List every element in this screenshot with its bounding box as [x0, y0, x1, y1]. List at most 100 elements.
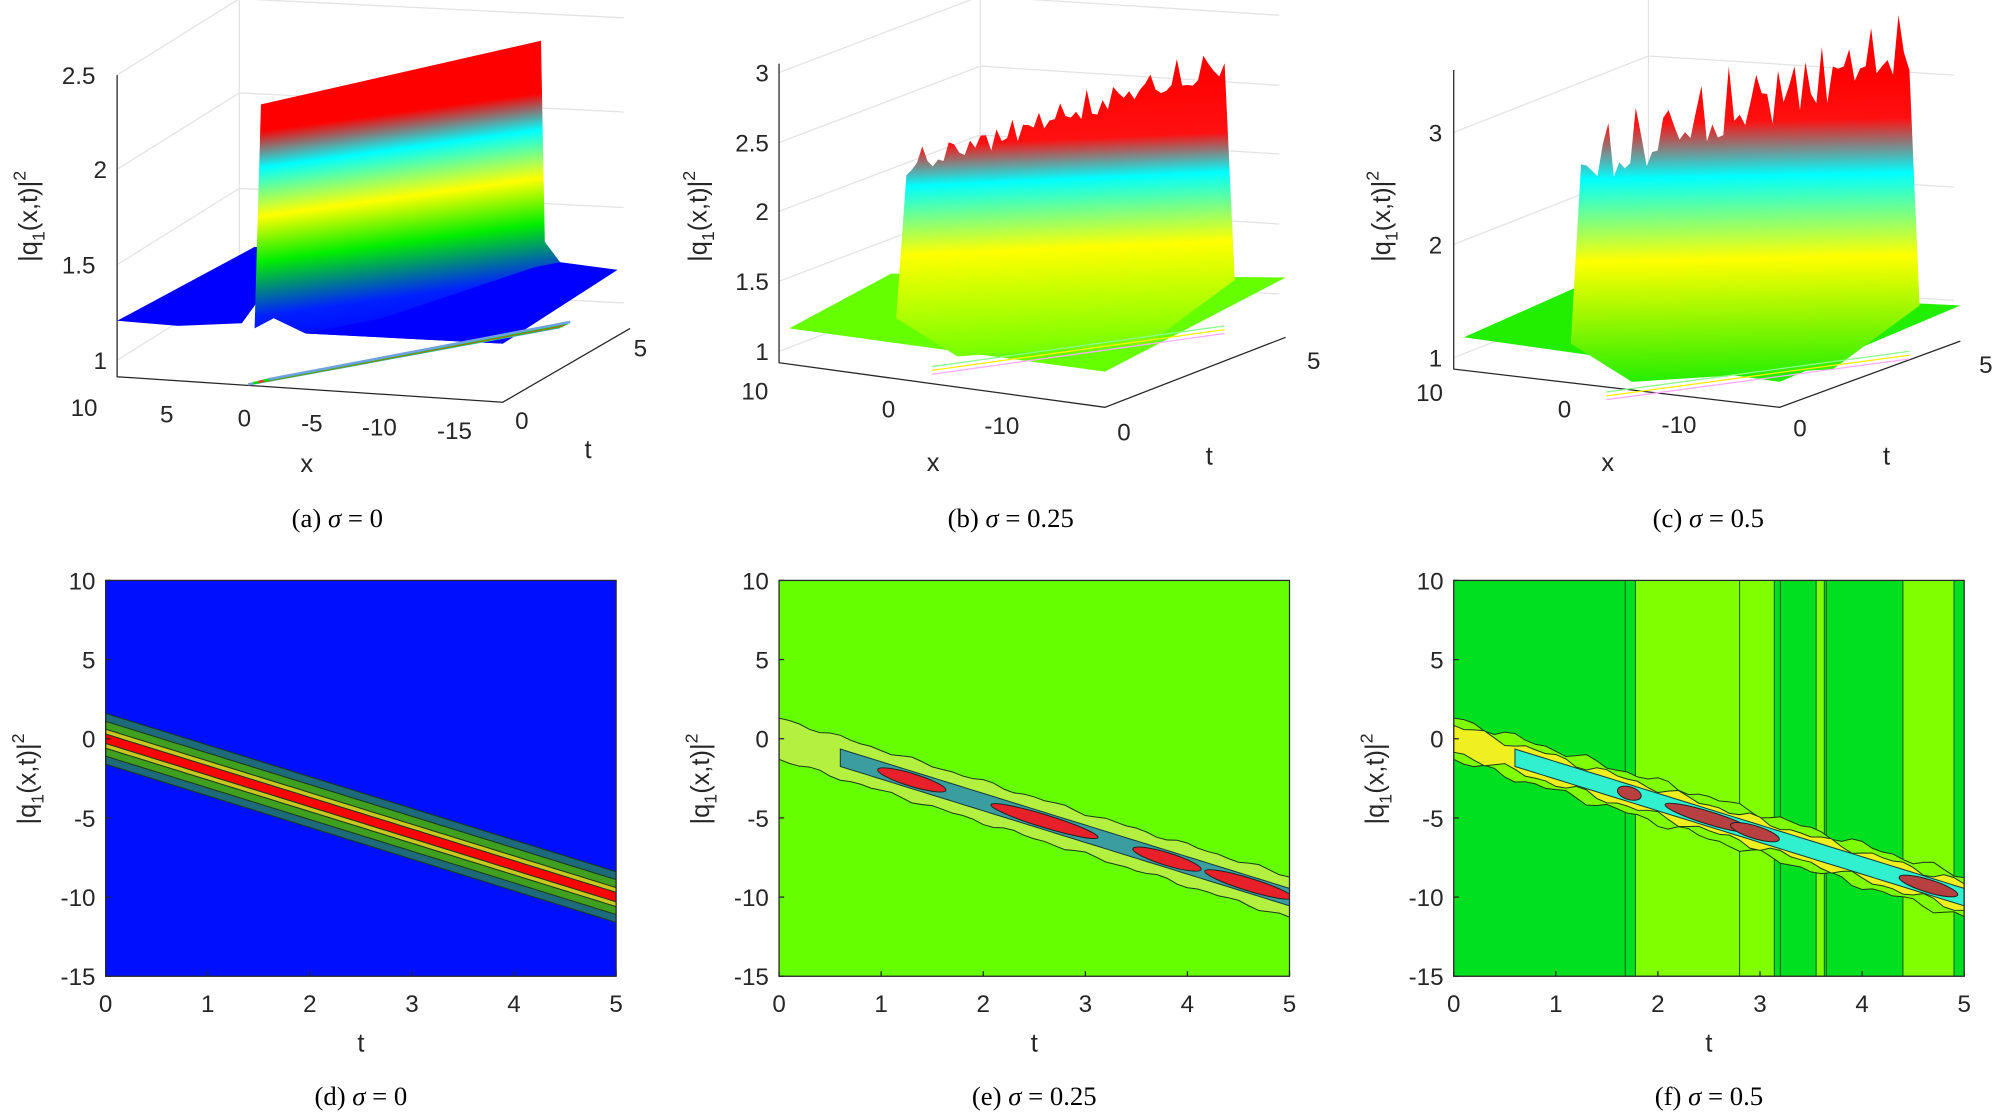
z-tick-label: 2	[755, 199, 768, 226]
x-tick-label: 3	[1753, 991, 1766, 1018]
y-axis-label: |q1(x,t)|2	[682, 733, 721, 824]
z-tick-label: 2	[1429, 232, 1442, 259]
z-axis-label-sup: 2	[9, 171, 29, 181]
y-axis-label-mid: (x,t)|	[14, 743, 42, 793]
y-axis-label-mid: (x,t)|	[1362, 743, 1390, 793]
x-tick-label: 10	[741, 379, 768, 406]
y-tick-label: 10	[69, 568, 96, 595]
y-tick-label: 5	[755, 647, 768, 674]
soliton-ridge	[254, 40, 618, 344]
z-axis-label-mid: (x,t)|	[1368, 181, 1396, 231]
contour-peak	[1729, 822, 1780, 843]
caption-a-value: = 0	[341, 503, 383, 533]
x-tick-label: 0	[99, 991, 112, 1018]
caption-f-sigma: σ	[1688, 1081, 1703, 1111]
x-tick-label: -10	[362, 414, 397, 441]
axis-box	[1453, 70, 1961, 408]
z-tick-label: 1.5	[62, 253, 96, 280]
y-tick-label: -5	[74, 806, 96, 833]
caption-b-tag: (b)	[948, 503, 986, 533]
x-tick-label: 0	[1558, 396, 1571, 423]
x-tick-label: 5	[1957, 991, 1970, 1018]
y-tick-label: -15	[1409, 964, 1444, 991]
z-tick-label: 2.5	[62, 63, 96, 90]
z-axis-label-sub: 1	[1382, 231, 1402, 241]
background-plane-left	[117, 246, 296, 326]
caption-a: (a) σ = 0	[292, 503, 383, 533]
plot-area	[1453, 580, 1965, 977]
caption-d: (d) σ = 0	[314, 1081, 407, 1111]
z-axis-label: |q1(x,t)|2	[9, 171, 48, 262]
caption-c-value: = 0.5	[1702, 503, 1764, 533]
y-axis-label-mid: (x,t)|	[687, 743, 715, 793]
t-tick-label: 0	[1793, 416, 1806, 443]
z-tick-label: 1	[1429, 346, 1442, 373]
x-tick-label: 0	[238, 405, 251, 432]
contour-peak	[1616, 785, 1642, 801]
caption-e: (e) σ = 0.25	[972, 1081, 1097, 1111]
y-tick-label: -15	[61, 964, 96, 991]
z-axis-label-mid: (x,t)|	[684, 181, 712, 231]
x-tick-label: 1	[1549, 991, 1562, 1018]
t-axis-label: t	[1206, 443, 1213, 471]
x-tick-label: 0	[1447, 991, 1460, 1018]
axis-box	[778, 63, 1286, 408]
y-axis-label-sup: 2	[1356, 733, 1376, 743]
axis-box	[116, 75, 631, 403]
x-tick-label: 5	[609, 991, 622, 1018]
z-axis-label-sup: 2	[679, 171, 699, 181]
caption-d-tag: (d)	[314, 1081, 352, 1111]
caption-a-tag: (a)	[292, 503, 328, 533]
x-tick-label: 2	[1651, 991, 1664, 1018]
x-axis-label: t	[1031, 1029, 1038, 1057]
z-axis-label: |q1(x,t)|2	[1363, 171, 1402, 262]
contour-peak	[1898, 874, 1959, 898]
x-tick-label: 4	[507, 991, 520, 1018]
x-tick-label: 2	[303, 991, 316, 1018]
x-tick-label: 0	[772, 991, 785, 1018]
floor-contour-line	[268, 320, 571, 381]
y-tick-label: -5	[747, 806, 769, 833]
z-axis-label-base: |q	[684, 241, 712, 262]
z-tick-label: 1	[755, 339, 768, 366]
y-tick-label: 0	[1430, 727, 1443, 754]
t-tick-label: 5	[1979, 352, 1992, 379]
caption-b: (b) σ = 0.25	[948, 503, 1074, 533]
z-tick-label: 2.5	[735, 130, 769, 157]
y-axis-label-base: |q	[1362, 804, 1390, 825]
y-axis-label-sup: 2	[8, 733, 28, 743]
floor-contour-line	[1606, 350, 1910, 393]
x-tick-label: 1	[874, 991, 887, 1018]
caption-b-sigma: σ	[985, 503, 1000, 533]
contour-peak	[1204, 869, 1290, 900]
z-axis-label: |q1(x,t)|2	[679, 171, 718, 262]
plot-area	[105, 580, 617, 977]
grid-line	[778, 0, 1280, 74]
z-axis-label-mid: (x,t)|	[15, 181, 43, 231]
t-tick-label: 5	[634, 335, 647, 362]
x-axis-label: x	[927, 449, 940, 477]
t-tick-label: 5	[1307, 348, 1320, 375]
floor-contour-line	[931, 332, 1225, 375]
z-tick-label: 1	[93, 348, 106, 375]
y-axis-label-sub: 1	[1375, 794, 1395, 804]
x-tick-label: -5	[301, 410, 323, 437]
noisy-soliton-ridge	[896, 55, 1235, 357]
y-tick-label: -10	[61, 885, 96, 912]
z-axis-label-base: |q	[1368, 241, 1396, 262]
floor-contour-line	[931, 325, 1225, 368]
z-tick-label: 1.5	[735, 269, 769, 296]
y-axis-label: |q1(x,t)|2	[8, 733, 47, 824]
plot-area	[779, 580, 1290, 977]
y-tick-label: 10	[1417, 568, 1444, 595]
x-tick-label: 3	[1079, 991, 1092, 1018]
x-tick-label: 2	[977, 991, 990, 1018]
x-tick-label: 3	[405, 991, 418, 1018]
x-axis-label: t	[357, 1029, 364, 1057]
x-tick-label: 4	[1181, 991, 1194, 1018]
t-axis-label: t	[1883, 443, 1890, 471]
caption-f-tag: (f)	[1655, 1081, 1688, 1111]
